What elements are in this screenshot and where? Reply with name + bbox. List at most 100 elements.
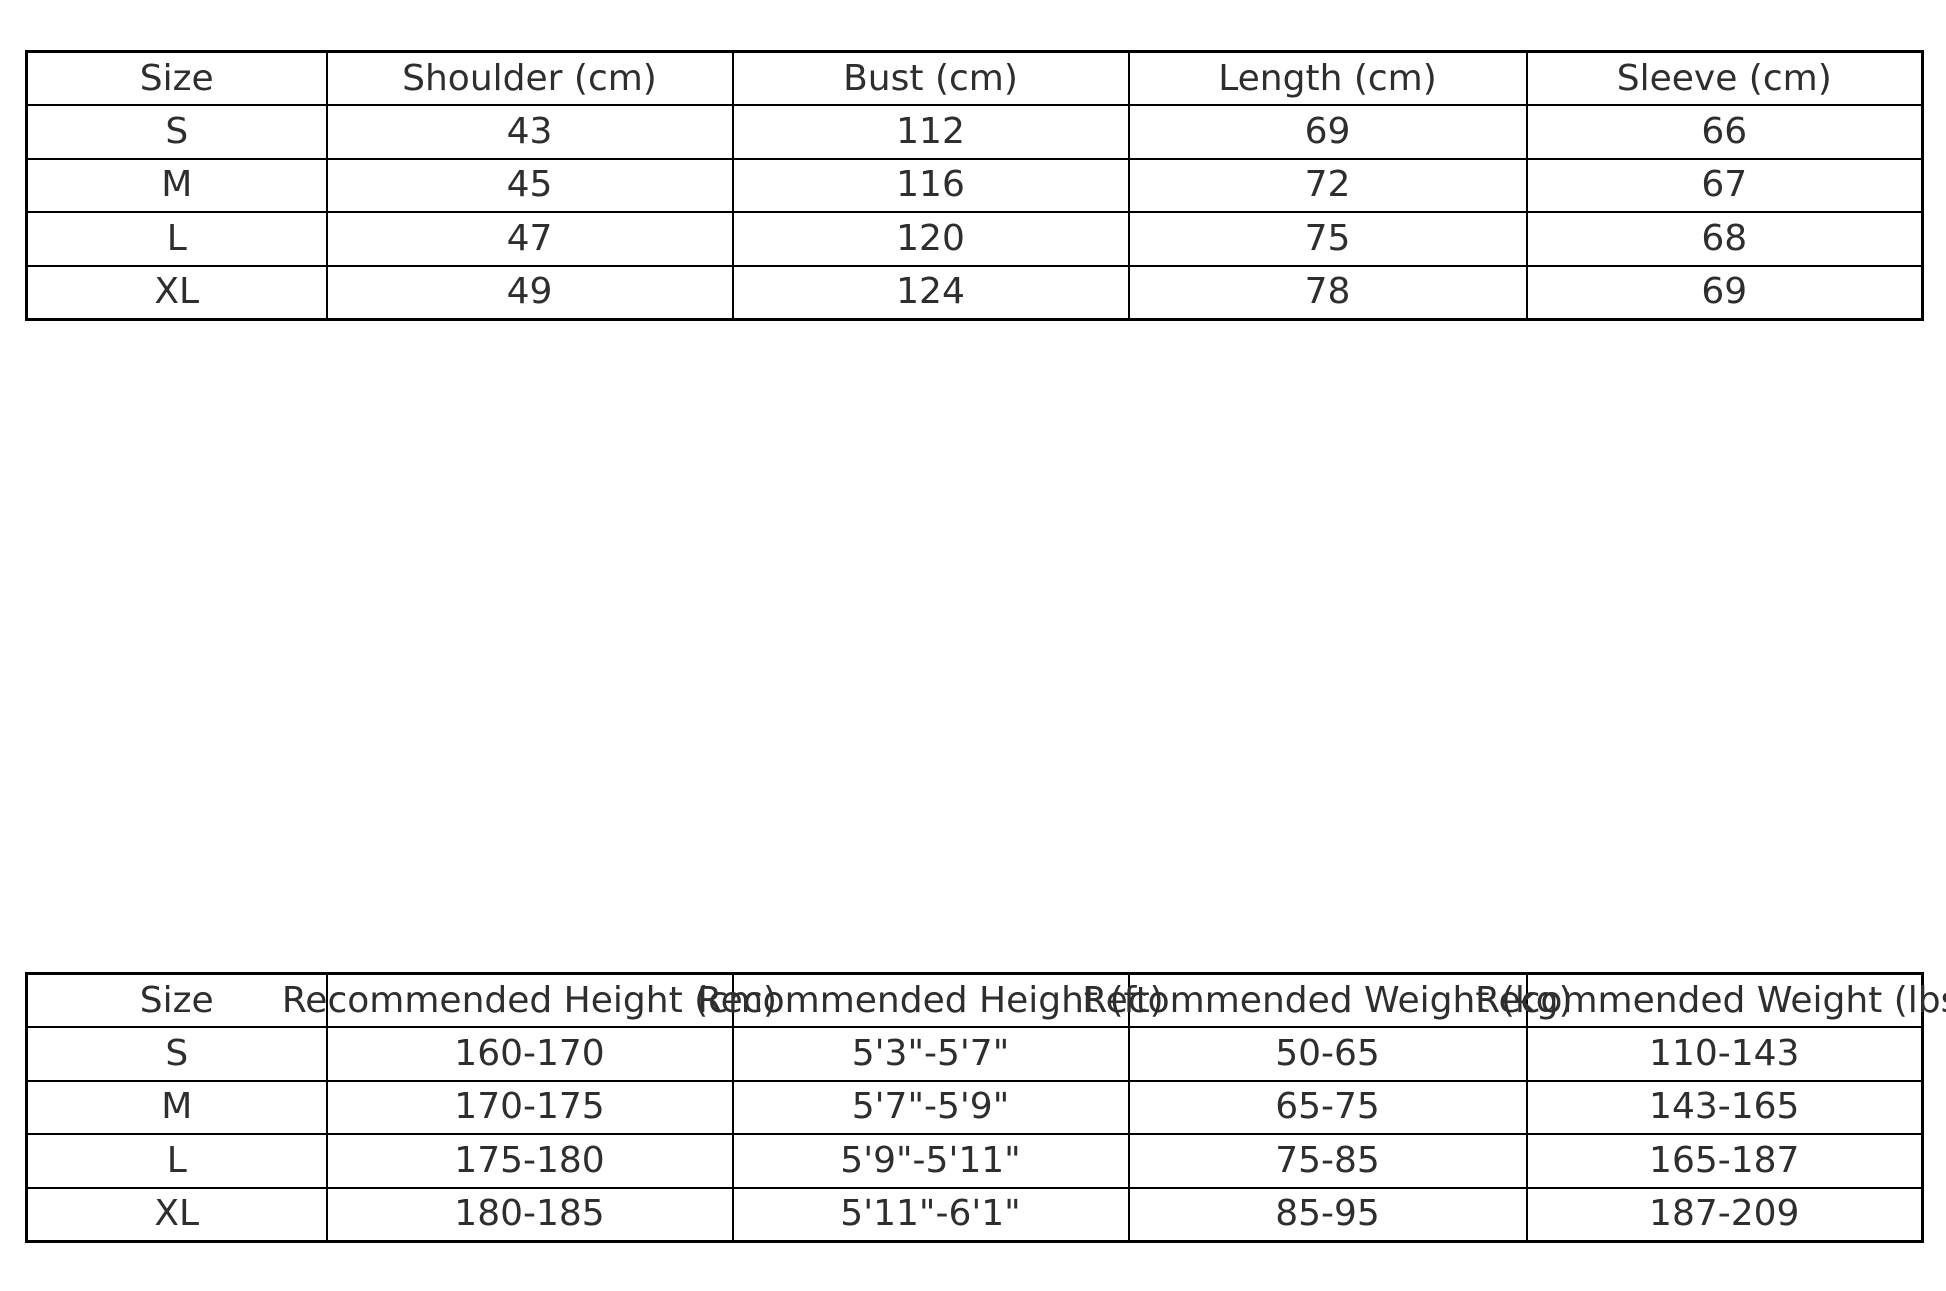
table-cell: 66 [1525,104,1924,160]
cell-text: 49 [506,271,553,313]
header-size: Size [25,50,328,106]
table-cell: 45 [325,157,734,213]
header-rec-height-cm: Recommended Height (cm) [282,972,777,1028]
table-cell: 5'11"-6'1" [731,1186,1130,1242]
cell-text: 45 [506,164,553,206]
table-cell: 165-187 [1525,1133,1924,1189]
cell-text: 112 [896,110,965,152]
header-bust-cm: Bust (cm) [731,50,1130,106]
cell-text: 170-175 [454,1086,605,1128]
header-rec-weight-lbs: Recommended Weight (lbs) [1475,972,1946,1028]
cell-text: 5'11"-6'1" [840,1193,1021,1235]
header-text: Recommended Weight (kg) [1082,979,1573,1021]
header-text: Shoulder (cm) [402,57,657,99]
header-row: Size Shoulder (cm) Bust (cm) Length (cm)… [25,50,1924,106]
header-text: Size [139,979,214,1021]
table-cell: 5'3"-5'7" [731,1026,1130,1082]
table-cell: L [25,1133,328,1189]
header-text: Bust (cm) [843,57,1018,99]
cell-text: 65-75 [1275,1086,1380,1128]
header-text: Length (cm) [1218,57,1437,99]
table-cell: 72 [1127,157,1528,213]
table-cell: 67 [1525,157,1924,213]
header-size: Size [25,972,328,1028]
header-row: Size Recommended Height (cm) Recommended… [25,972,1946,1028]
cell-text: 160-170 [454,1032,605,1074]
cell-text: 75-85 [1275,1139,1380,1181]
table-cell: 69 [1525,264,1924,320]
header-rec-weight-kg: Recommended Weight (kg) [1082,972,1573,1028]
table-cell: 75 [1127,211,1528,267]
cell-text: 85-95 [1275,1193,1380,1235]
header-rec-height-ft: Recommended Height (ft) [697,972,1164,1028]
table-row: XL 49 124 78 69 [25,264,1924,320]
table-cell: 75-85 [1127,1133,1528,1189]
table-cell: 5'9"-5'11" [731,1133,1130,1189]
cell-text: 72 [1304,164,1351,206]
table-cell: 180-185 [325,1186,734,1242]
table-cell: 116 [731,157,1130,213]
cell-text: 69 [1701,271,1748,313]
cell-text: 5'9"-5'11" [840,1139,1021,1181]
table-cell: 143-165 [1525,1079,1924,1135]
table-row: M 45 116 72 67 [25,157,1924,213]
table-cell: 5'7"-5'9" [731,1079,1130,1135]
cell-text: 180-185 [454,1193,605,1235]
cell-text: L [166,1139,187,1181]
cell-text: 43 [506,110,553,152]
cell-text: 175-180 [454,1139,605,1181]
fit-recommendation-table: Size Recommended Height (cm) Recommended… [25,972,1946,1243]
table-cell: 47 [325,211,734,267]
cell-text: M [161,1086,193,1128]
table-cell: 124 [731,264,1130,320]
cell-text: XL [154,1193,200,1235]
cell-text: M [161,164,193,206]
cell-text: 5'7"-5'9" [851,1086,1010,1128]
table-cell: 160-170 [325,1026,734,1082]
cell-text: 67 [1701,164,1748,206]
table-cell: 78 [1127,264,1528,320]
cell-text: S [165,110,189,152]
cell-text: 143-165 [1649,1086,1800,1128]
cell-text: 66 [1701,110,1748,152]
table-row: XL 180-185 5'11"-6'1" 85-95 187-209 [25,1186,1924,1242]
table-cell: 85-95 [1127,1186,1528,1242]
table-cell: 49 [325,264,734,320]
table-cell: M [25,157,328,213]
table-row: L 47 120 75 68 [25,211,1924,267]
header-text: Recommended Weight (lbs) [1475,979,1946,1021]
cell-text: 116 [896,164,965,206]
cell-text: 75 [1304,217,1351,259]
cell-text: 69 [1304,110,1351,152]
table-row: S 160-170 5'3"-5'7" 50-65 110-143 [25,1026,1924,1082]
table-cell: XL [25,1186,328,1242]
table-cell: 170-175 [325,1079,734,1135]
cell-text: 110-143 [1649,1032,1800,1074]
table-cell: 43 [325,104,734,160]
cell-text: 165-187 [1649,1139,1800,1181]
header-shoulder-cm: Shoulder (cm) [325,50,734,106]
cell-text: 50-65 [1275,1032,1380,1074]
measurements-table: Size Shoulder (cm) Bust (cm) Length (cm)… [25,50,1924,321]
cell-text: 120 [896,217,965,259]
header-text: Size [139,57,214,99]
cell-text: L [166,217,187,259]
cell-text: XL [154,271,200,313]
table-row: M 170-175 5'7"-5'9" 65-75 143-165 [25,1079,1924,1135]
table-cell: 112 [731,104,1130,160]
table-cell: 69 [1127,104,1528,160]
table-cell: S [25,1026,328,1082]
cell-text: 187-209 [1649,1193,1800,1235]
table-cell: XL [25,264,328,320]
cell-text: 68 [1701,217,1748,259]
table-cell: 68 [1525,211,1924,267]
table-row: L 175-180 5'9"-5'11" 75-85 165-187 [25,1133,1924,1189]
table-cell: 110-143 [1525,1026,1924,1082]
header-text: Sleeve (cm) [1616,57,1832,99]
header-text: Recommended Height (ft) [697,979,1164,1021]
table-cell: 187-209 [1525,1186,1924,1242]
table-cell: S [25,104,328,160]
cell-text: 47 [506,217,553,259]
table-cell: 120 [731,211,1130,267]
